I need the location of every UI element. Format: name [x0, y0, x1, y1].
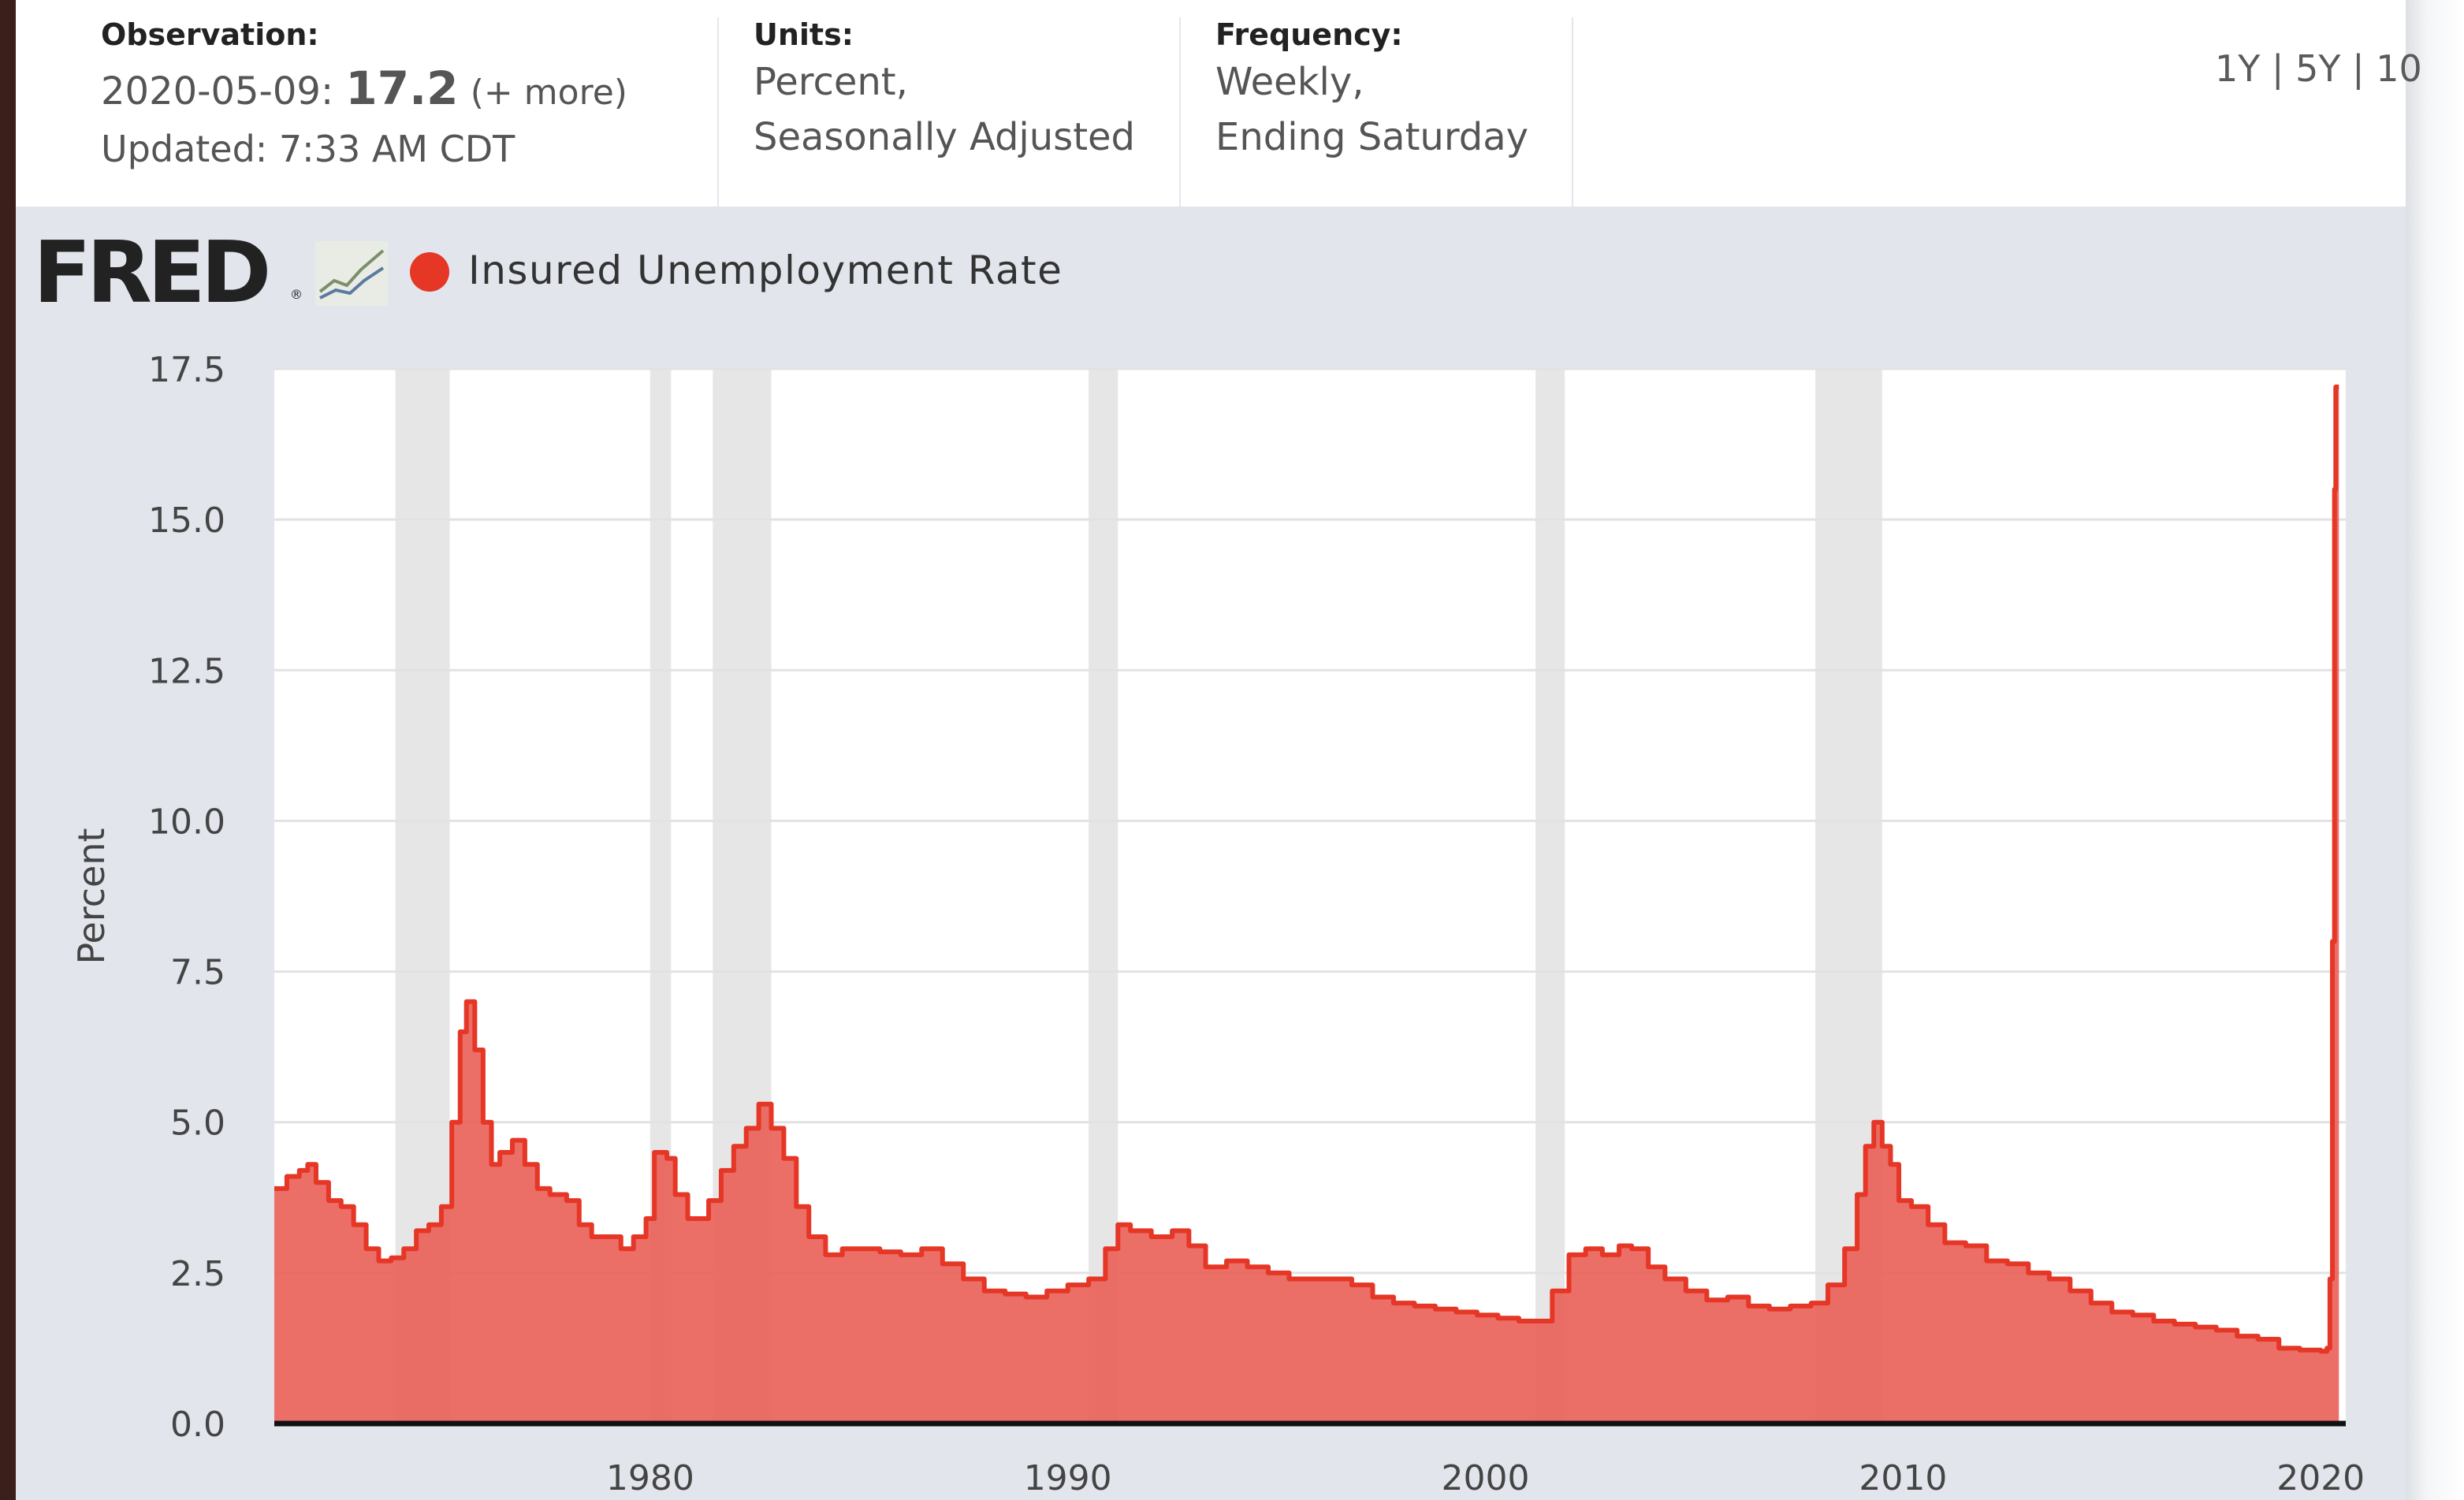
observation-value: 17.2	[345, 61, 459, 115]
updated-time: Updated: 7:33 AM CDT	[101, 128, 516, 170]
x-tick-label: 2010	[1859, 1458, 1947, 1498]
window-frame	[0, 0, 16, 1500]
x-tick-label: 1990	[1024, 1458, 1112, 1498]
y-tick-label: 7.5	[170, 953, 225, 993]
observation-value-line: 2020-05-09: 17.2 (+ more)	[101, 61, 627, 115]
frequency-label: Frequency:	[1215, 17, 1403, 52]
y-tick-label: 10.0	[148, 802, 225, 842]
frequency-block: Frequency: Weekly, Ending Saturday	[1181, 0, 1573, 207]
units-label: Units:	[754, 17, 854, 52]
y-tick-label: 0.0	[170, 1405, 225, 1445]
line-chart-icon	[315, 241, 388, 306]
y-tick-label: 5.0	[170, 1104, 225, 1144]
x-tick-label: 2000	[1442, 1458, 1530, 1498]
x-tick-label: 1980	[606, 1458, 694, 1498]
legend-series-name[interactable]: Insured Unemployment Rate	[468, 248, 1063, 293]
observation-label: Observation:	[101, 17, 319, 52]
y-tick-label: 2.5	[170, 1254, 225, 1294]
y-axis-title: Percent	[70, 828, 113, 964]
series-area	[274, 386, 2339, 1424]
x-tick-label: 2020	[2276, 1458, 2365, 1498]
y-tick-label: 15.0	[148, 501, 225, 541]
fred-page: Observation: 2020-05-09: 17.2 (+ more) U…	[16, 0, 2422, 1500]
frequency-line-1: Weekly,	[1215, 60, 1364, 104]
more-observations-link[interactable]: (+ more)	[470, 73, 627, 113]
divider	[717, 17, 719, 207]
recession-band	[1535, 369, 1565, 1424]
date-range-selector[interactable]: 1Y | 5Y | 10	[2215, 47, 2422, 90]
units-block: Units: Percent, Seasonally Adjusted	[719, 0, 1181, 207]
legend-marker	[410, 252, 449, 292]
y-tick-label: 17.5	[148, 350, 225, 390]
series-line	[274, 384, 2339, 1354]
y-tick-label: 12.5	[148, 651, 225, 691]
page-edge-shadow	[2396, 0, 2464, 1500]
fred-logo-text: FRED	[33, 224, 271, 322]
observation-block: Observation: 2020-05-09: 17.2 (+ more) U…	[16, 0, 719, 207]
units-line-2: Seasonally Adjusted	[754, 115, 1136, 159]
chart-plot: 0.0 2.5 5.0 7.5 10.0 12.5 15.0 17.5 1980 1990 2000…	[70, 350, 2365, 1498]
frequency-line-2: Ending Saturday	[1215, 115, 1529, 159]
units-line-1: Percent,	[754, 60, 908, 104]
series-metadata-header: Observation: 2020-05-09: 17.2 (+ more) U…	[16, 0, 2422, 207]
divider	[1572, 17, 1573, 207]
observation-date: 2020-05-09:	[101, 69, 334, 114]
registered-mark: ®	[290, 287, 303, 302]
divider	[1179, 17, 1181, 207]
